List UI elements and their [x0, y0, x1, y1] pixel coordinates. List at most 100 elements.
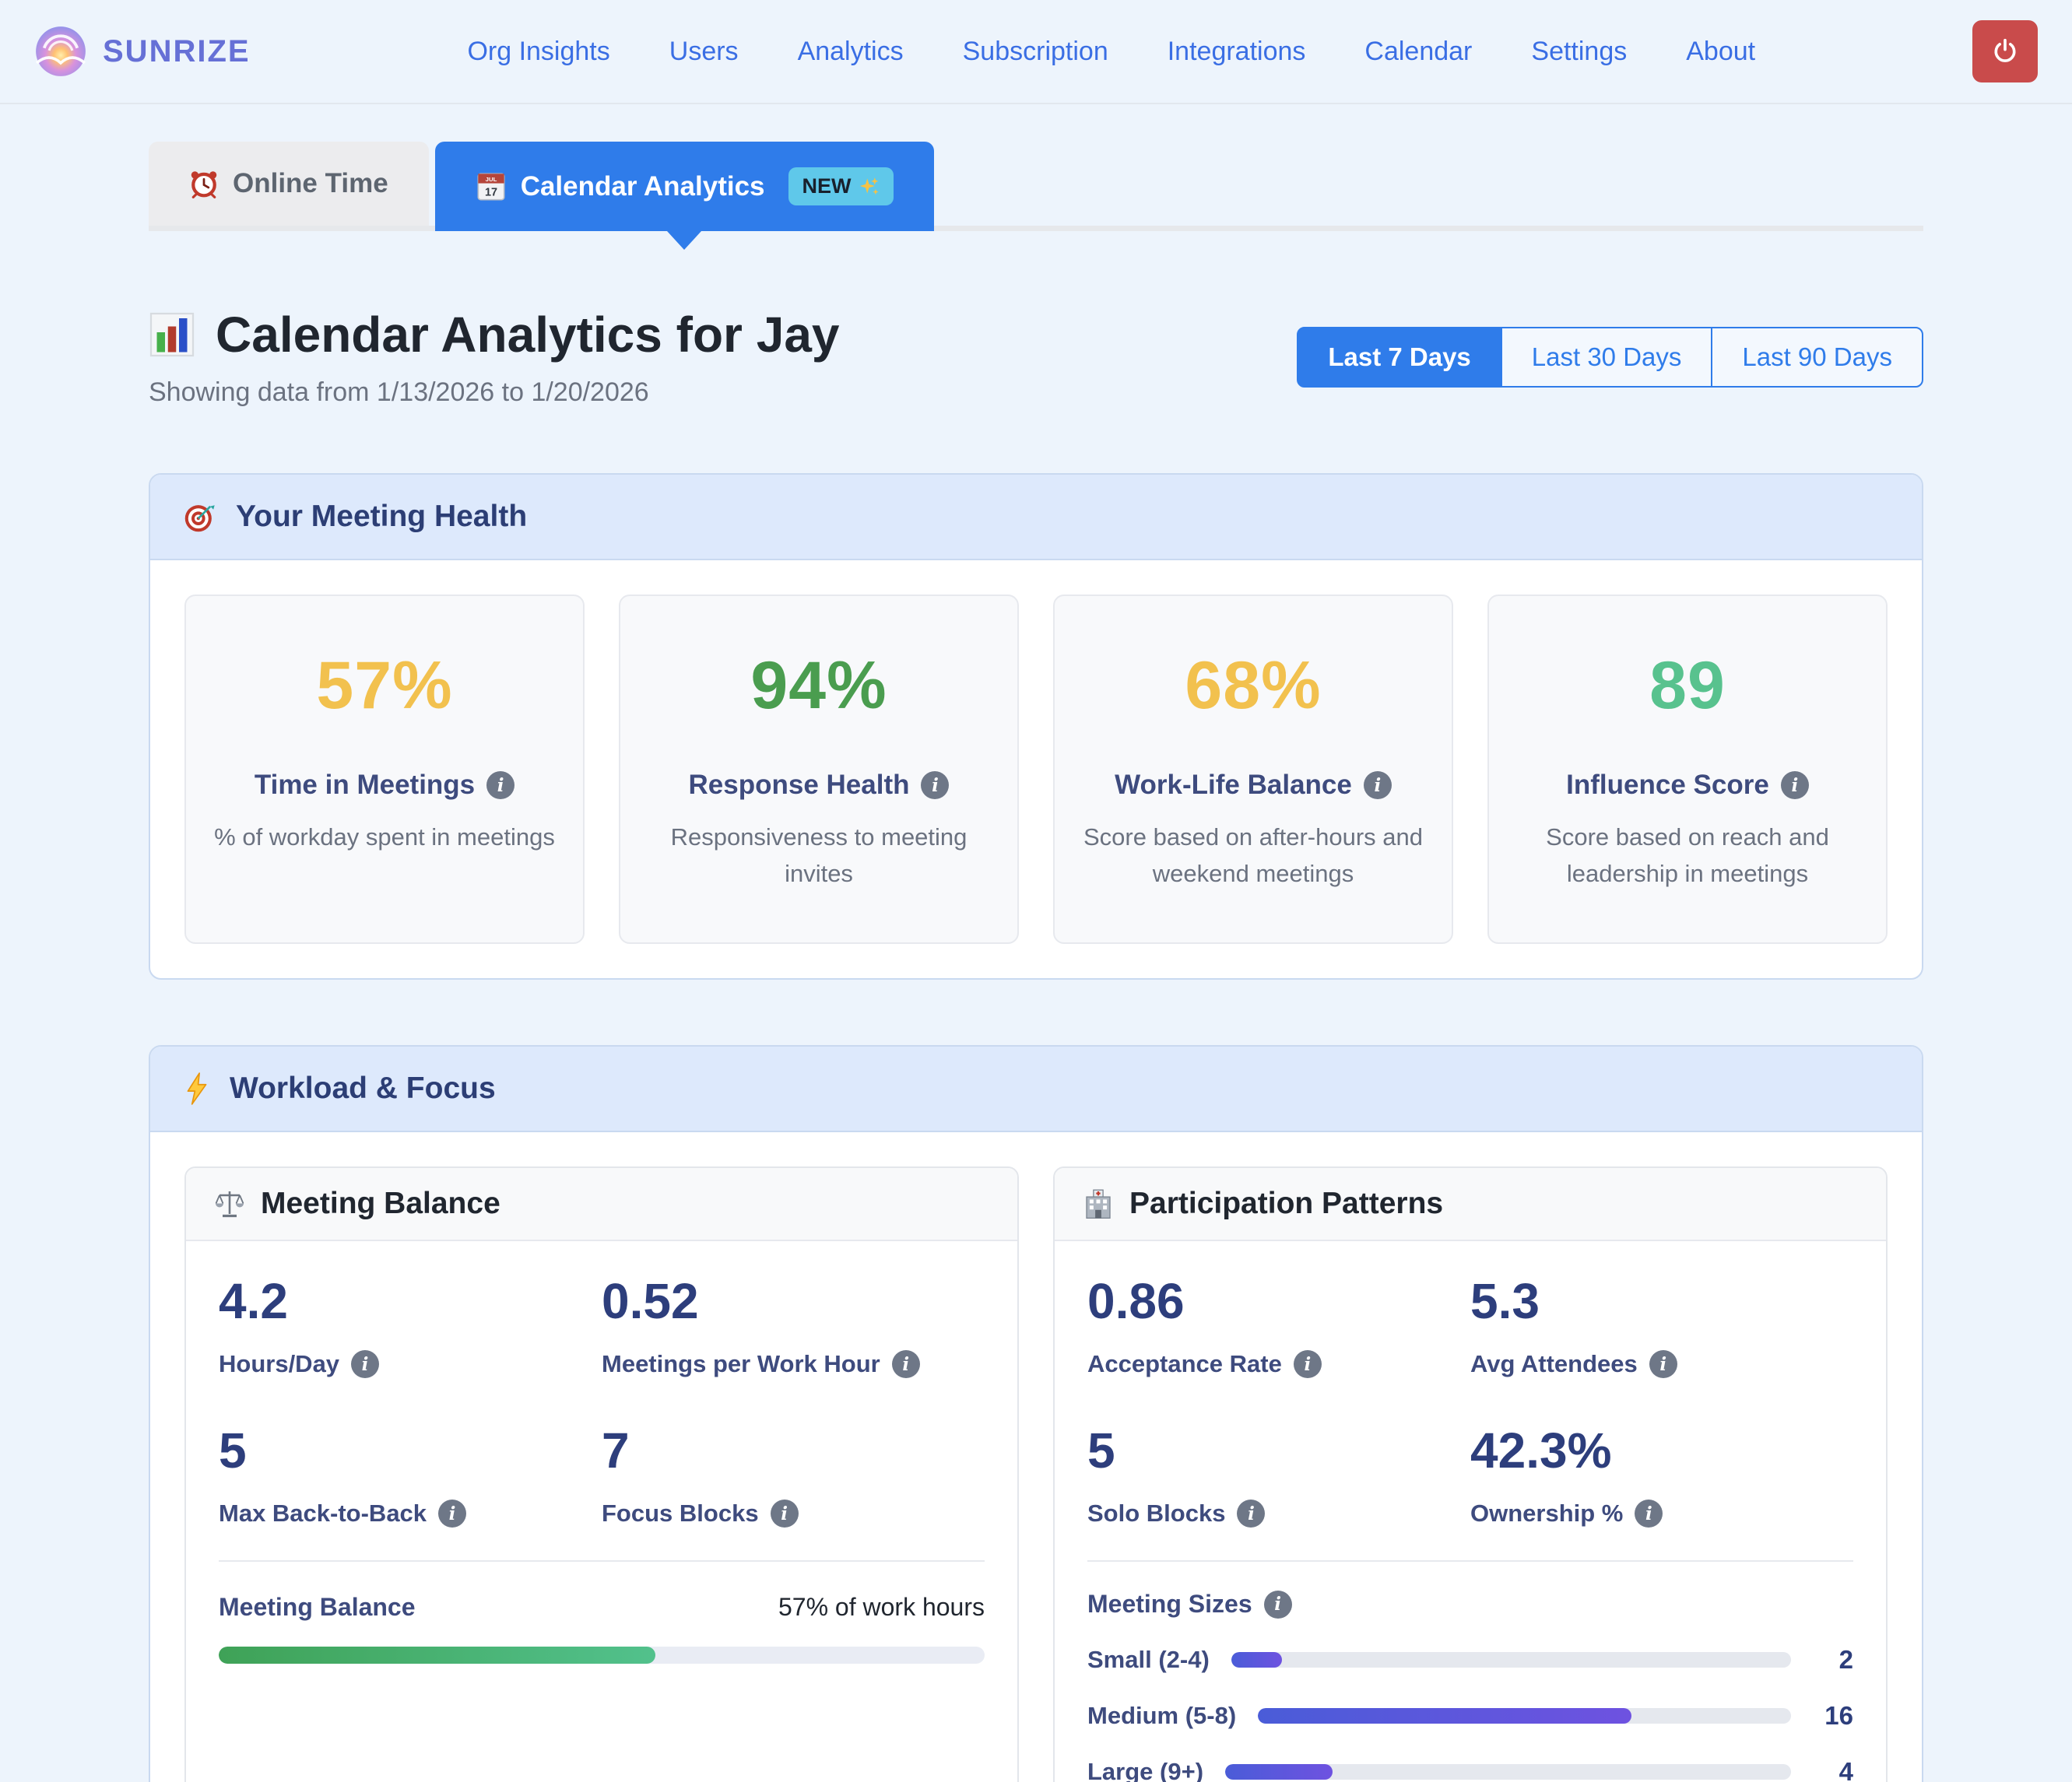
nav-settings[interactable]: Settings — [1531, 36, 1628, 66]
stat-solo-blocks: 5 Solo Blocks — [1087, 1422, 1470, 1528]
stat-value: 5 — [1087, 1422, 1115, 1479]
nav-users[interactable]: Users — [669, 36, 739, 66]
info-icon[interactable] — [1293, 1350, 1322, 1378]
participation-patterns-title: Participation Patterns — [1129, 1187, 1444, 1220]
brand-name: SUNRIZE — [103, 33, 251, 68]
meeting-size-row-large: Large (9+) 4 — [1087, 1757, 1853, 1782]
size-count: 4 — [1838, 1757, 1853, 1782]
workload-focus-section: Workload & Focus — [149, 1045, 1923, 1782]
page-title: Calendar Analytics for Jay — [149, 306, 840, 363]
metric-card-influence-score: 89 Influence Score Score based on reach … — [1487, 595, 1888, 944]
nav-calendar[interactable]: Calendar — [1364, 36, 1473, 66]
info-icon[interactable] — [1635, 1500, 1663, 1528]
workload-focus-header: Workload & Focus — [150, 1047, 1922, 1132]
meeting-health-title: Your Meeting Health — [236, 500, 528, 533]
info-icon[interactable] — [891, 1350, 920, 1378]
meeting-size-row-small: Small (2-4) 2 — [1087, 1645, 1853, 1675]
meeting-sizes-label: Meeting Sizes — [1087, 1590, 1252, 1618]
participation-patterns-header: Participation Patterns — [1055, 1168, 1886, 1241]
meeting-balance-bar-label: Meeting Balance — [219, 1593, 416, 1621]
info-icon[interactable] — [1780, 771, 1809, 799]
stat-focus-blocks: 7 Focus Blocks — [602, 1422, 985, 1528]
size-bar-track — [1258, 1708, 1791, 1724]
tab-calendar-analytics-label: Calendar Analytics — [520, 170, 765, 202]
stat-label: Ownership % — [1470, 1500, 1624, 1527]
top-navigation: SUNRIZE Org Insights Users Analytics Sub… — [0, 0, 2072, 104]
info-icon[interactable] — [438, 1500, 467, 1528]
size-bar-track — [1225, 1764, 1791, 1780]
sparkles-icon — [859, 176, 880, 197]
info-icon[interactable] — [351, 1350, 380, 1378]
info-icon[interactable] — [1237, 1500, 1266, 1528]
metric-label: Influence Score — [1566, 770, 1769, 800]
stat-label: Meetings per Work Hour — [602, 1350, 880, 1377]
size-label: Medium (5-8) — [1087, 1702, 1237, 1729]
stat-label: Avg Attendees — [1470, 1350, 1638, 1377]
new-badge-label: NEW — [802, 174, 852, 198]
nav-integrations[interactable]: Integrations — [1167, 36, 1306, 66]
stat-value: 42.3% — [1470, 1422, 1612, 1479]
stat-value: 5 — [219, 1422, 247, 1479]
stat-label: Solo Blocks — [1087, 1500, 1226, 1527]
size-count: 2 — [1838, 1645, 1853, 1674]
target-icon — [183, 500, 217, 534]
new-badge: NEW — [788, 167, 894, 205]
content-container: Online Time JUL 17 Calendar Analytics NE… — [149, 142, 1923, 1782]
info-icon[interactable] — [770, 1500, 799, 1528]
info-icon[interactable] — [486, 771, 515, 799]
info-icon[interactable] — [1263, 1590, 1292, 1619]
divider — [219, 1560, 985, 1562]
stat-value: 7 — [602, 1422, 630, 1479]
page-header: Calendar Analytics for Jay Showing data … — [149, 306, 1923, 408]
metric-description: Score based on reach and leadership in m… — [1546, 823, 1829, 887]
nav-subscription[interactable]: Subscription — [962, 36, 1108, 66]
meeting-balance-stats: 4.2 Hours/Day 0.52 Meetings per Work Hou… — [219, 1272, 985, 1528]
meeting-health-section: Your Meeting Health 57% Time in Meetings… — [149, 473, 1923, 980]
meeting-balance-progress-track — [219, 1647, 985, 1664]
info-icon[interactable] — [1649, 1350, 1677, 1378]
stat-label: Acceptance Rate — [1087, 1350, 1282, 1377]
nav-analytics[interactable]: Analytics — [797, 36, 904, 66]
metric-card-time-in-meetings: 57% Time in Meetings % of workday spent … — [184, 595, 585, 944]
page-title-text: Calendar Analytics for Jay — [216, 307, 840, 363]
nav-about[interactable]: About — [1686, 36, 1756, 66]
time-range-selector: Last 7 Days Last 30 Days Last 90 Days — [1297, 326, 1923, 388]
divider — [1087, 1560, 1853, 1562]
stat-meetings-per-work-hour: 0.52 Meetings per Work Hour — [602, 1272, 985, 1378]
logout-button[interactable] — [1972, 20, 2038, 82]
workload-cards: Meeting Balance 4.2 Hours/Day — [150, 1132, 1922, 1782]
stat-value: 5.3 — [1470, 1273, 1540, 1329]
range-last-90-days[interactable]: Last 90 Days — [1711, 326, 1923, 388]
meeting-balance-progress-fill — [219, 1647, 655, 1664]
hospital-icon — [1083, 1188, 1114, 1219]
bar-chart-icon — [149, 311, 195, 358]
stat-ownership-percent: 42.3% Ownership % — [1470, 1422, 1853, 1528]
stat-value: 0.52 — [602, 1273, 699, 1329]
alarm-clock-icon — [189, 169, 219, 198]
stat-label: Focus Blocks — [602, 1500, 759, 1527]
meeting-balance-title: Meeting Balance — [261, 1187, 500, 1220]
participation-patterns-card: Participation Patterns 0.86 Acceptance R… — [1053, 1166, 1888, 1782]
tab-calendar-analytics[interactable]: JUL 17 Calendar Analytics NEW — [434, 142, 934, 231]
range-last-7-days[interactable]: Last 7 Days — [1297, 326, 1502, 388]
stat-value: 4.2 — [219, 1273, 288, 1329]
meeting-balance-header: Meeting Balance — [186, 1168, 1017, 1241]
date-range-subtitle: Showing data from 1/13/2026 to 1/20/2026 — [149, 377, 649, 407]
metric-description: % of workday spent in meetings — [214, 823, 555, 851]
size-count: 16 — [1824, 1701, 1853, 1730]
metric-description: Responsiveness to meeting invites — [670, 823, 968, 887]
info-icon[interactable] — [1363, 771, 1392, 799]
workload-focus-title: Workload & Focus — [230, 1072, 496, 1105]
metric-label: Time in Meetings — [254, 770, 476, 800]
size-label: Large (9+) — [1087, 1758, 1204, 1782]
range-last-30-days[interactable]: Last 30 Days — [1500, 326, 1713, 388]
stat-avg-attendees: 5.3 Avg Attendees — [1470, 1272, 1853, 1378]
meeting-size-row-medium: Medium (5-8) 16 — [1087, 1701, 1853, 1731]
metric-label: Response Health — [688, 770, 910, 800]
brand[interactable]: SUNRIZE — [34, 25, 251, 78]
metric-value: 57% — [316, 648, 453, 723]
info-icon[interactable] — [921, 771, 950, 799]
nav-org-insights[interactable]: Org Insights — [467, 36, 610, 66]
tab-online-time[interactable]: Online Time — [149, 142, 429, 226]
svg-text:17: 17 — [485, 186, 497, 198]
